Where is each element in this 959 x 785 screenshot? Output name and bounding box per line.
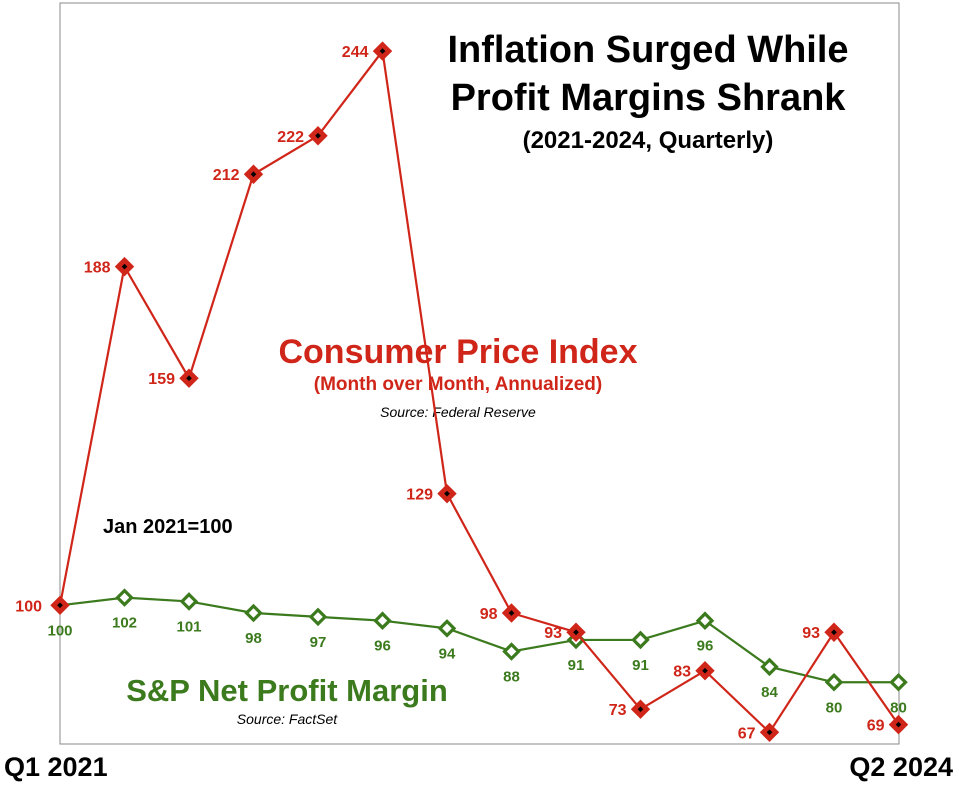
margin-point-label: 84 <box>761 684 778 701</box>
cpi-point-label: 93 <box>802 625 820 642</box>
cpi-point-label: 83 <box>673 664 691 681</box>
cpi-point-label: 129 <box>406 487 433 504</box>
cpi-point-label: 159 <box>148 371 175 388</box>
cpi-series-label: Consumer Price Index <box>278 333 637 371</box>
cpi-point-center <box>637 706 644 713</box>
cpi-point-label: 67 <box>738 725 756 742</box>
margin-point-label: 91 <box>568 657 585 674</box>
margin-point-label: 96 <box>697 638 714 655</box>
margin-point-label: 96 <box>374 638 391 655</box>
cpi-point-center <box>121 263 128 270</box>
cpi-point-label: 244 <box>342 44 369 61</box>
margin-point-label: 101 <box>176 618 201 635</box>
chart-subtitle: (2021-2024, Quarterly) <box>523 127 774 154</box>
margin-point <box>244 603 263 623</box>
cpi-point-center <box>766 729 773 736</box>
chart-title-line2: Profit Margins Shrank <box>451 77 847 119</box>
margin-point <box>631 630 650 650</box>
cpi-point-center <box>444 490 450 497</box>
margin-point <box>502 642 521 661</box>
margin-point <box>760 657 779 677</box>
margin-point-label: 80 <box>826 699 843 716</box>
margin-point <box>889 673 908 692</box>
cpi-point-center <box>186 375 192 382</box>
margin-point-label: 88 <box>503 668 520 685</box>
cpi-point-center <box>315 132 321 139</box>
baseline-note: Jan 2021=100 <box>103 516 233 538</box>
cpi-point-center <box>702 667 708 674</box>
cpi-point-label: 222 <box>277 129 304 146</box>
margin-point <box>308 607 328 627</box>
cpi-point-center <box>508 610 515 616</box>
margin-point-label: 94 <box>439 645 456 662</box>
margin-source: Source: FactSet <box>237 711 338 727</box>
margin-point <box>695 611 715 630</box>
margin-point <box>373 611 392 630</box>
plot-frame <box>59 2 900 745</box>
margin-point <box>437 619 457 638</box>
margin-point-label: 80 <box>890 699 907 716</box>
margin-line <box>59 596 899 684</box>
margin-point-label: 91 <box>632 657 649 674</box>
margin-point-label: 97 <box>310 634 327 651</box>
cpi-point-center <box>831 629 837 636</box>
cpi-point-center <box>573 629 579 636</box>
cpi-series-sublabel: (Month over Month, Annualized) <box>314 374 602 395</box>
cpi-point-center <box>895 721 902 728</box>
x-axis-end-label: Q2 2024 <box>849 752 953 782</box>
cpi-series: 100 188 159 212 222 244 129 98 93 73 83 67 93 69 <box>15 41 909 742</box>
margin-point-label: 102 <box>112 615 137 632</box>
chart-title-line1: Inflation Surged While <box>447 29 848 71</box>
cpi-source: Source: Federal Reserve <box>380 404 536 420</box>
cpi-point-label: 93 <box>544 625 562 642</box>
x-axis-start-label: Q1 2021 <box>4 752 108 782</box>
margin-point-label: 100 <box>47 622 72 639</box>
cpi-point-label: 73 <box>609 702 627 719</box>
margin-series-label: S&P Net Profit Margin <box>126 673 448 708</box>
cpi-point-label: 100 <box>15 598 42 615</box>
margin-point <box>115 588 134 607</box>
cpi-point-label: 69 <box>867 718 885 735</box>
cpi-point-label: 98 <box>480 606 498 623</box>
cpi-point-label: 212 <box>213 167 240 184</box>
margin-series: 100 102 101 98 97 96 94 88 91 91 96 84 80 80 <box>47 588 908 716</box>
margin-point-label: 98 <box>245 630 262 647</box>
cpi-point-label: 188 <box>84 260 111 277</box>
cpi-point-center <box>57 602 63 609</box>
margin-point <box>824 673 844 692</box>
cpi-point-center <box>250 171 257 178</box>
margin-point <box>179 592 199 611</box>
cpi-line <box>58 48 900 735</box>
